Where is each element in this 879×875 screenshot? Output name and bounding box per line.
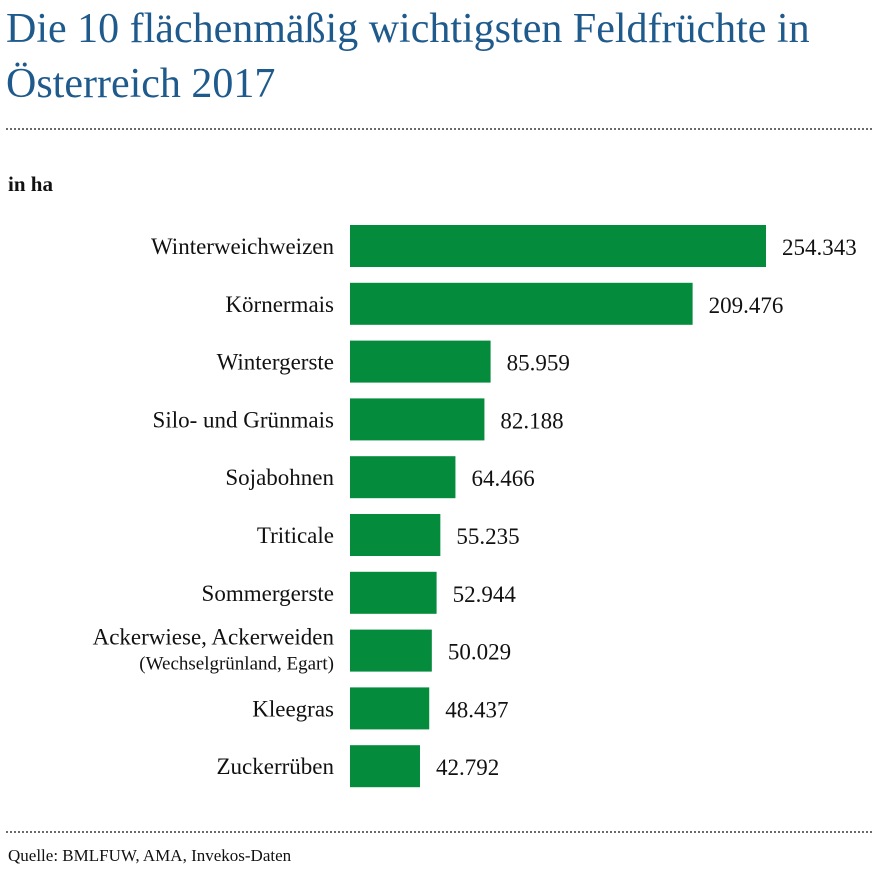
- category-label-6: Sommergerste: [202, 581, 334, 606]
- bar-9: [350, 745, 420, 788]
- category-label-2: Wintergerste: [217, 350, 334, 375]
- value-label-9: 42.792: [436, 755, 499, 780]
- source-note: Quelle: BMLFUW, AMA, Invekos-Daten: [8, 846, 292, 865]
- value-label-5: 55.235: [456, 524, 519, 549]
- category-label-4: Sojabohnen: [225, 465, 334, 490]
- category-label-8: Kleegras: [252, 696, 334, 721]
- bar-0: [350, 225, 766, 267]
- category-label-7: Ackerwiese, Ackerweiden: [93, 625, 335, 650]
- bar-4: [350, 456, 456, 499]
- top-dotted-divider: [6, 128, 872, 130]
- category-label-9: Zuckerrüben: [217, 754, 335, 779]
- bar-8: [350, 687, 430, 730]
- category-label-0: Winterweichweizen: [151, 234, 334, 259]
- bar-7: [350, 629, 432, 672]
- value-label-8: 48.437: [445, 697, 508, 722]
- category-label-3: Silo- und Grünmais: [153, 407, 334, 432]
- bar-3: [350, 398, 485, 441]
- category-label-1: Körnermais: [225, 292, 334, 317]
- bar-6: [350, 571, 437, 614]
- bottom-dotted-divider: [6, 831, 872, 833]
- bar-5: [350, 514, 441, 556]
- category-label-5: Triticale: [257, 523, 334, 548]
- value-label-0: 254.343: [782, 235, 857, 260]
- chart-title: Die 10 flächenmäßig wichtigsten Feldfrüc…: [6, 6, 810, 107]
- category-sublabel-7: (Wechselgrünland, Egart): [139, 654, 334, 675]
- bar-chart: Winterweichweizen 254.343 Körnermais 209.47…: [93, 225, 857, 788]
- value-label-4: 64.466: [471, 466, 534, 491]
- value-label-2: 85.959: [507, 351, 570, 376]
- bar-2: [350, 340, 491, 383]
- bar-1: [350, 282, 693, 325]
- unit-label: in ha: [8, 172, 53, 196]
- value-label-7: 50.029: [448, 640, 511, 665]
- value-label-6: 52.944: [453, 582, 517, 607]
- value-label-1: 209.476: [709, 293, 784, 318]
- value-label-3: 82.188: [500, 408, 563, 433]
